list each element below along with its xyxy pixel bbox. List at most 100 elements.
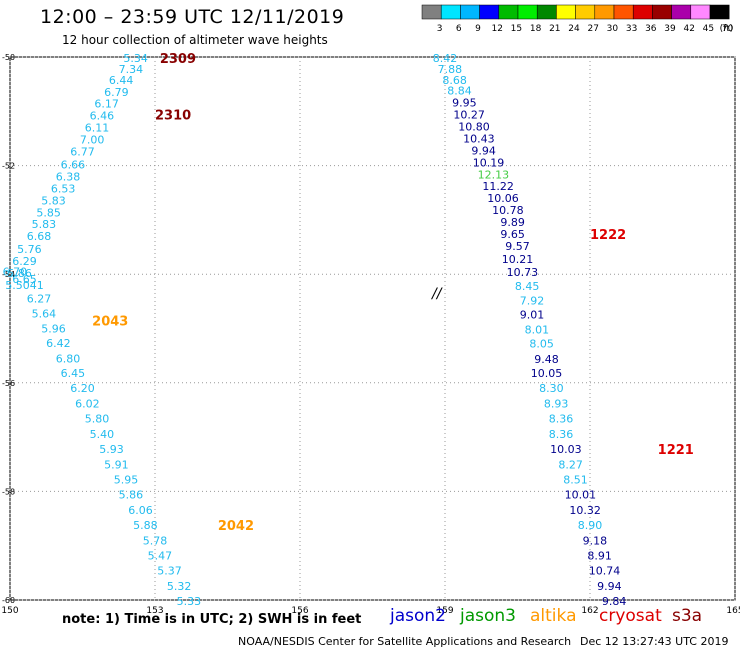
colorbar-swatch (594, 4, 615, 20)
colorbar-swatch (536, 4, 557, 20)
colorbar-swatch (575, 4, 596, 20)
wave-height-label: 10.74 (589, 565, 621, 578)
wave-height-label: 6.06 (128, 504, 153, 517)
colorbar-label: 15 (511, 24, 522, 34)
wave-height-label: 6.38 (56, 170, 81, 183)
wave-height-label: 9.89 (500, 216, 525, 229)
wave-height-label: 6.45 (61, 367, 86, 380)
wave-height-label: 6.27 (27, 293, 52, 306)
wave-height-label: 10.80 (458, 121, 490, 134)
wave-height-label: 10.43 (463, 132, 495, 145)
y-tick-label: -56 (2, 379, 15, 388)
wave-height-label: 8.51 (563, 473, 588, 486)
colorbar-swatch (460, 4, 480, 20)
wave-height-label: 9.95 (452, 97, 477, 110)
wave-height-label: 9.94 (471, 144, 496, 157)
wave-height-label: 5.96 (41, 323, 66, 336)
colorbar-label: 6 (456, 24, 462, 34)
wave-height-label: 10.32 (569, 504, 601, 517)
colorbar: 3 6 9 12 15 18 21 24 27 30 33 36 39 42 45 70(ft) (421, 4, 734, 34)
chart-title: 12:00 – 23:59 UTC 12/11/2019 (40, 6, 345, 28)
wave-height-label: 9.57 (505, 240, 530, 253)
wave-height-label: 5.78 (143, 534, 168, 547)
wave-height-label: 10.19 (473, 156, 505, 169)
plot-frame (9, 56, 736, 601)
wave-height-label: 8.90 (578, 519, 603, 532)
units-note: note: 1) Time is in UTC; 2) SWH is in fe… (62, 612, 362, 627)
colorbar-swatch (498, 4, 519, 20)
colorbar-label: 12 (491, 24, 502, 34)
wave-height-label: 5.86 (119, 489, 144, 502)
wave-height-label: 6.29 (12, 255, 37, 268)
wave-height-label: 5.83 (41, 194, 66, 207)
legend-s3a: s3a (672, 606, 703, 626)
wave-height-label: 8.42 (433, 52, 458, 65)
colorbar-label: 9 (475, 24, 481, 34)
wave-height-label: 10.27 (453, 109, 485, 122)
wave-height-label: 5.86 (7, 267, 32, 280)
wave-height-label: 12.13 (478, 168, 510, 181)
wave-height-label: 8.45 (515, 280, 540, 293)
wave-height-label: 6.17 (94, 98, 119, 111)
colorbar-label: 39 (664, 24, 676, 34)
wave-height-label: 5.32 (167, 580, 192, 593)
x-tick-label: 159 (436, 606, 453, 616)
colorbar-label: 36 (645, 24, 657, 34)
colorbar-label: 27 (587, 24, 598, 34)
y-tick-label: -58 (2, 487, 15, 496)
pass-marker-icon: // (430, 286, 443, 302)
wave-height-label: 8.05 (529, 338, 554, 351)
wave-height-label: 5.37 (157, 565, 182, 578)
x-tick-label: 156 (291, 606, 308, 616)
wave-height-label: 8.30 (539, 382, 564, 395)
colorbar-label: 45 (703, 24, 714, 34)
wave-height-label: 9.65 (500, 228, 525, 241)
wave-height-label: 9.94 (597, 580, 622, 593)
colorbar-swatch (479, 4, 500, 20)
colorbar-label: 24 (568, 24, 580, 34)
wave-height-label: 8.93 (544, 397, 569, 410)
colorbar-swatch (517, 4, 538, 20)
colorbar-swatch (440, 4, 461, 20)
wave-height-label: 5.33 (177, 595, 202, 608)
wave-height-label: 8.91 (587, 549, 612, 562)
colorbar-swatch (421, 4, 442, 20)
pass-time-label: 2310 (155, 109, 191, 124)
wave-height-label: 6.20 (70, 382, 95, 395)
wave-height-label: 8.68 (442, 74, 467, 87)
wave-height-label: 5.83 (32, 218, 57, 231)
x-tick-label: 153 (146, 606, 163, 616)
colorbar-swatch (613, 4, 634, 20)
legend-jason3: jason3 (460, 606, 516, 626)
wave-height-label: 11.22 (482, 180, 514, 193)
x-tick-label: 165 (726, 606, 740, 616)
wave-height-label: 6.77 (70, 145, 95, 158)
wave-height-label: 5.80 (85, 413, 110, 426)
colorbar-swatch (652, 4, 672, 20)
wave-height-label: 9.48 (534, 353, 559, 366)
pass-time-label: 2042 (218, 519, 254, 534)
grid (9, 56, 736, 601)
wave-height-label: 6.70 (3, 265, 28, 278)
colorbar-label: 18 (530, 24, 542, 34)
wave-height-label: 6.66 (61, 159, 86, 172)
wave-height-label: 7.92 (520, 294, 545, 307)
wave-height-label: 5.47 (148, 549, 173, 562)
colorbar-unit: (ft) (720, 24, 734, 34)
wave-height-label: 6.11 (85, 122, 110, 135)
wave-height-label: 9.84 (602, 595, 627, 608)
y-tick-label: -60 (2, 596, 15, 605)
wave-height-label: 10.03 (550, 443, 582, 456)
pass-time-label: 1221 (658, 443, 694, 458)
wave-height-label: 10.05 (531, 367, 563, 380)
wave-height-label: 7.34 (119, 63, 144, 76)
wave-height-label: 8.84 (447, 85, 472, 98)
chart-subtitle: 12 hour collection of altimeter wave hei… (62, 33, 328, 47)
y-tick-label: -52 (2, 162, 15, 171)
legend-cryosat: cryosat (599, 606, 662, 626)
wave-height-label: 6.02 (75, 397, 100, 410)
wave-height-label: 6.53 (51, 182, 76, 195)
wave-height-label: 10.01 (565, 489, 597, 502)
pass-time-label: 1222 (590, 228, 626, 243)
